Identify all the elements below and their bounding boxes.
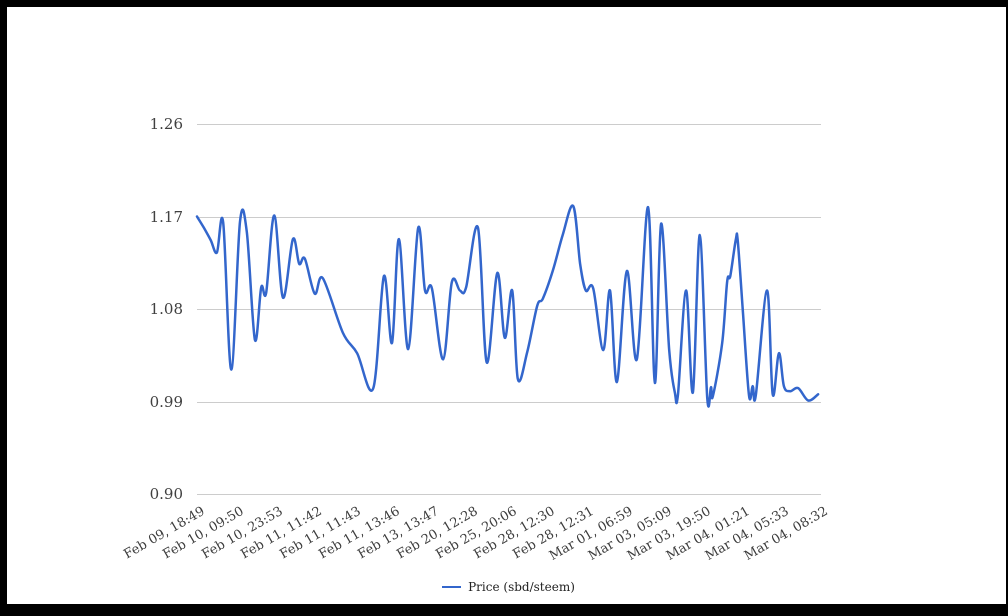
price-line-chart[interactable] bbox=[195, 124, 820, 494]
y-gridline bbox=[197, 217, 821, 218]
y-gridline bbox=[197, 124, 821, 125]
legend: Price (sbd/steem) bbox=[197, 580, 820, 594]
legend-line-swatch bbox=[442, 586, 462, 588]
y-tick-label: 0.99 bbox=[149, 393, 183, 411]
legend-label: Price (sbd/steem) bbox=[468, 580, 575, 594]
y-tick-label: 1.26 bbox=[149, 115, 183, 133]
price-line-path bbox=[195, 204, 820, 408]
y-tick-label: 1.08 bbox=[149, 300, 183, 318]
y-tick-label: 1.17 bbox=[149, 208, 183, 226]
y-gridline bbox=[197, 402, 821, 403]
y-tick-label: 0.90 bbox=[149, 485, 183, 503]
y-gridline bbox=[197, 494, 821, 495]
